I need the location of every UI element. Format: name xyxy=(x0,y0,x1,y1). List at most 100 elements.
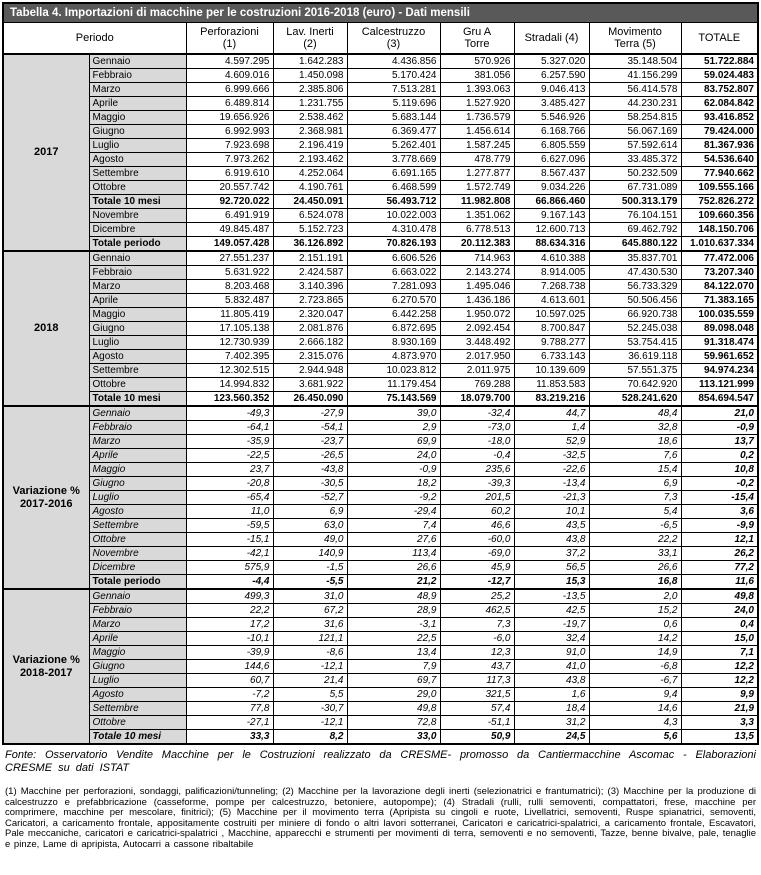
table-row: Maggio 23,7 -43,8 -0,9 235,6 -22,6 15,4 10,8 xyxy=(3,462,759,477)
table-row: Marzo 6.999.666 2.385.806 7.513.281 1.393.06… xyxy=(3,82,759,97)
value-cell: 35.837.701 xyxy=(588,250,682,266)
value-cell: -18,0 xyxy=(439,434,515,449)
value-cell: 7,9 xyxy=(346,659,441,674)
value-cell: 12,2 xyxy=(680,659,759,674)
value-cell: 81.367.936 xyxy=(680,138,759,153)
value-cell: 50.232.509 xyxy=(588,166,682,181)
value-cell: 5.170.424 xyxy=(346,68,441,83)
value-cell: 27.551.237 xyxy=(185,250,274,266)
value-cell: 2.315.076 xyxy=(272,349,348,364)
value-cell: 9.167.143 xyxy=(513,208,590,223)
table-row: Agosto 7.973.262 2.193.462 3.778.669 478.779… xyxy=(3,152,759,167)
table-row: Aprile 6.489.814 1.231.755 5.119.696 1.527.9… xyxy=(3,96,759,111)
value-cell: 1,6 xyxy=(513,687,590,702)
value-cell: 52,9 xyxy=(513,434,590,449)
value-cell: 201,5 xyxy=(439,490,515,505)
value-cell: -6,5 xyxy=(588,518,682,533)
value-cell: 4.613.601 xyxy=(513,293,590,308)
section-label-2018: 2018 xyxy=(2,250,90,407)
value-cell: -13,4 xyxy=(513,476,590,491)
value-cell: 321,5 xyxy=(439,687,515,702)
value-cell: 50.506.456 xyxy=(588,293,682,308)
value-cell: -9,9 xyxy=(680,518,759,533)
value-cell: 57,4 xyxy=(439,701,515,716)
value-cell: 88.634.316 xyxy=(513,236,590,252)
value-cell: -32,4 xyxy=(439,405,515,421)
value-cell: 56.414.578 xyxy=(588,82,682,97)
period-cell: Totale periodo xyxy=(88,574,187,590)
value-cell: 12.730.939 xyxy=(185,335,274,350)
value-cell: -54,1 xyxy=(272,420,348,435)
value-cell: -6,0 xyxy=(439,631,515,646)
value-cell: -51,1 xyxy=(439,715,515,730)
value-cell: 1.456.614 xyxy=(439,124,515,139)
value-cell: 36.126.892 xyxy=(272,236,348,252)
value-cell: 6.524.078 xyxy=(272,208,348,223)
value-cell: 7.513.281 xyxy=(346,82,441,97)
value-cell: 121,1 xyxy=(272,631,348,646)
value-cell: -60,0 xyxy=(439,532,515,547)
period-cell: Aprile xyxy=(88,96,187,111)
value-cell: 4.609.016 xyxy=(185,68,274,83)
column-header-1: Perforazioni (1) xyxy=(185,22,274,55)
value-cell: 2.193.462 xyxy=(272,152,348,167)
value-cell: 2.092.454 xyxy=(439,321,515,336)
period-cell: Gennaio xyxy=(88,250,187,266)
period-cell: Marzo xyxy=(88,617,187,632)
value-cell: 48,4 xyxy=(588,405,682,421)
period-cell: Luglio xyxy=(88,335,187,350)
value-cell: 109.555.166 xyxy=(680,180,759,195)
value-cell: 33.485.372 xyxy=(588,152,682,167)
value-cell: 6.270.570 xyxy=(346,293,441,308)
footnotes-text: (1) Macchine per perforazioni, sondaggi,… xyxy=(5,786,756,850)
value-cell: 113,4 xyxy=(346,546,441,561)
value-cell: 26,2 xyxy=(680,546,759,561)
value-cell: 15,3 xyxy=(513,574,590,590)
period-cell: Maggio xyxy=(88,110,187,125)
value-cell: -19,7 xyxy=(513,617,590,632)
value-cell: 11.982.808 xyxy=(439,194,515,209)
value-cell: -39,9 xyxy=(185,645,274,660)
period-cell: Aprile xyxy=(88,631,187,646)
value-cell: 109.660.356 xyxy=(680,208,759,223)
value-cell: 12,3 xyxy=(439,645,515,660)
value-cell: 20.112.383 xyxy=(439,236,515,252)
value-cell: 69.462.792 xyxy=(588,222,682,237)
value-cell: 7,3 xyxy=(588,490,682,505)
period-cell: Febbraio xyxy=(88,68,187,83)
period-cell: Luglio xyxy=(88,673,187,688)
value-cell: 47.430.530 xyxy=(588,265,682,280)
table-row: Totale 10 mesi 123.560.352 26.450.090 75.14… xyxy=(3,391,759,407)
period-cell: Totale periodo xyxy=(88,236,187,252)
value-cell: 1,4 xyxy=(513,420,590,435)
value-cell: 26.450.090 xyxy=(272,391,348,407)
value-cell: 2.368.981 xyxy=(272,124,348,139)
value-cell: 4.597.295 xyxy=(185,53,274,69)
value-cell: 18,4 xyxy=(513,701,590,716)
table-row: Giugno 144,6 -12,1 7,9 43,7 41,0 -6,8 12,2 xyxy=(3,659,759,674)
value-cell: 9.046.413 xyxy=(513,82,590,97)
value-cell: 6.606.526 xyxy=(346,250,441,266)
value-cell: 12,2 xyxy=(680,673,759,688)
table-row: Giugno 6.992.993 2.368.981 6.369.477 1.456.6… xyxy=(3,124,759,139)
value-cell: 6,9 xyxy=(588,476,682,491)
value-cell: 7.923.698 xyxy=(185,138,274,153)
value-cell: 4.310.478 xyxy=(346,222,441,237)
period-cell: Maggio xyxy=(88,307,187,322)
value-cell: 7.281.093 xyxy=(346,279,441,294)
value-cell: 10,1 xyxy=(513,504,590,519)
value-cell: 6.733.143 xyxy=(513,349,590,364)
value-cell: 1.642.283 xyxy=(272,53,348,69)
value-cell: 59.961.652 xyxy=(680,349,759,364)
value-cell: -15,1 xyxy=(185,532,274,547)
period-cell: Dicembre xyxy=(88,222,187,237)
period-cell: Marzo xyxy=(88,279,187,294)
value-cell: -32,5 xyxy=(513,448,590,463)
table-row: Febbraio 5.631.922 2.424.587 6.663.022 2.143… xyxy=(3,265,759,280)
value-cell: 31,0 xyxy=(272,588,348,604)
period-cell: Febbraio xyxy=(88,603,187,618)
value-cell: 43,8 xyxy=(513,532,590,547)
value-cell: 73.207.340 xyxy=(680,265,759,280)
value-cell: 22,2 xyxy=(185,603,274,618)
period-cell: Settembre xyxy=(88,518,187,533)
